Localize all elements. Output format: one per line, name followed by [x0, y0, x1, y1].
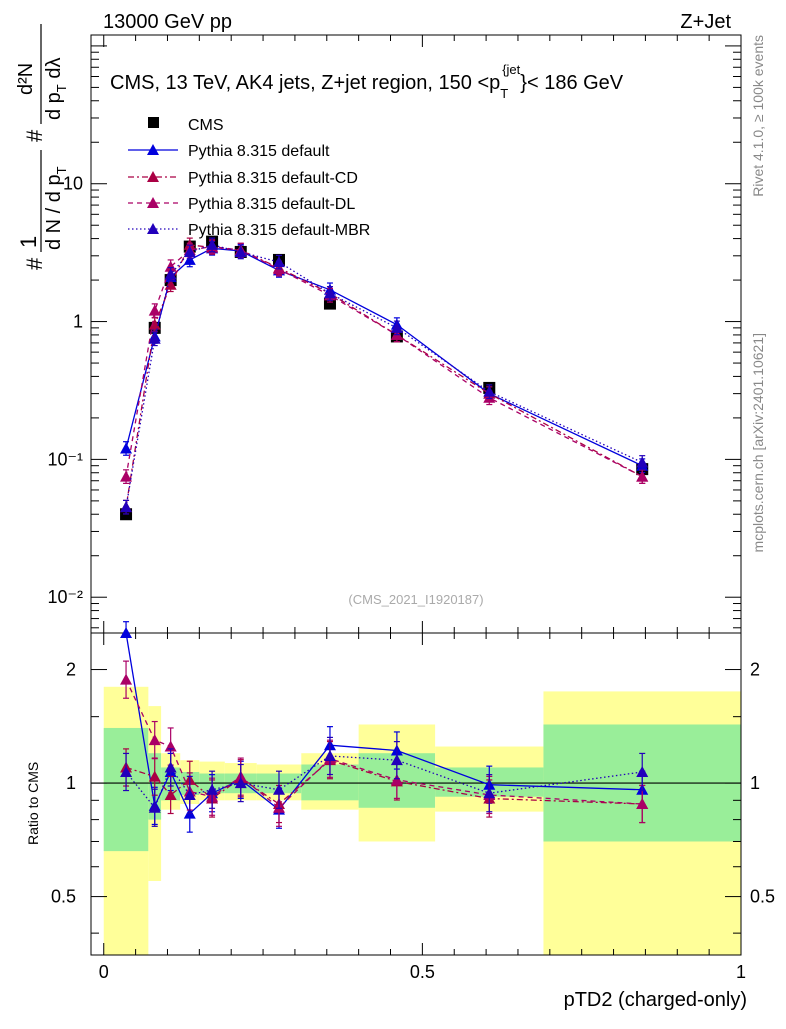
legend-marker-cms	[148, 117, 159, 128]
ratio-point-pythia-8-315-default	[120, 627, 133, 638]
main-point-pythia-8-315-default	[183, 253, 196, 265]
ratio-point-pythia-8-315-default-cd	[164, 788, 177, 800]
main-point-pythia-8-315-default-cd	[148, 318, 161, 330]
ylabel-denom: d N / d pT	[43, 166, 69, 250]
plot-title-sup: {jet	[502, 62, 520, 77]
ratio-point-pythia-8-315-default-mbr	[272, 783, 285, 795]
legend: CMS Pythia 8.315 default Pythia 8.315 de…	[128, 117, 370, 239]
legend-marker-cd	[147, 171, 159, 182]
ylabel-num2: d²N	[15, 63, 37, 95]
main-point-pythia-8-315-default-mbr	[206, 238, 219, 250]
ratio-y-tick-label-right: 2	[750, 660, 760, 680]
ratio-point-pythia-8-315-default-dl	[148, 734, 161, 746]
ratio-point-pythia-8-315-default-mbr	[234, 777, 247, 789]
header-left: 13000 GeV pp	[103, 11, 232, 33]
ratio-point-pythia-8-315-default-mbr	[120, 765, 133, 777]
main-point-pythia-8-315-default-dl	[636, 470, 649, 482]
ratio-point-pythia-8-315-default-mbr	[148, 801, 161, 813]
legend-label-mbr: Pythia 8.315 default-MBR	[188, 222, 370, 239]
main-point-pythia-8-315-default-mbr	[272, 256, 285, 268]
legend-label-cd: Pythia 8.315 default-CD	[188, 170, 358, 187]
ratio-y-tick-label: 2	[66, 660, 76, 680]
legend-marker-dl	[147, 197, 159, 208]
main-series-layer	[120, 235, 649, 521]
main-line-pythia-8-315-default	[125, 247, 643, 467]
main-point-pythia-8-315-default-mbr	[164, 268, 177, 280]
ratio-point-pythia-8-315-default-mbr	[206, 783, 219, 795]
plot-title-sub: T	[500, 86, 508, 101]
legend-label-dl: Pythia 8.315 default-DL	[188, 196, 355, 213]
legend-label-cms: CMS	[188, 117, 224, 134]
x-tick-label: 1	[736, 962, 746, 982]
legend-marker-default	[147, 144, 159, 155]
legend-label-default: Pythia 8.315 default	[188, 143, 330, 160]
main-ylabel: # 1 d N / d pT # d²N d pT dλ	[15, 24, 69, 270]
plot-title-p: p	[489, 72, 500, 94]
ylabel-hash2: #	[22, 129, 47, 142]
ratio-point-pythia-8-315-default-dl	[636, 798, 649, 810]
main-y-tick-label: 10	[63, 174, 83, 194]
ratio-point-pythia-8-315-default-mbr	[483, 787, 496, 799]
ylabel-hash1: #	[22, 257, 47, 270]
ratio-point-pythia-8-315-default-cd	[148, 770, 161, 782]
ylabel-den2: d pT dλ	[43, 58, 69, 120]
main-y-tick-label: 1	[73, 312, 83, 332]
main-point-pythia-8-315-default-mbr	[234, 245, 247, 257]
main-point-pythia-8-315-default-mbr	[390, 321, 403, 333]
ratio-point-pythia-8-315-default-mbr	[390, 754, 403, 766]
main-line-pythia-8-315-default-mbr	[125, 244, 643, 508]
ratio-ylabel: Ratio to CMS	[25, 762, 41, 845]
ratio-y-tick-label-right: 0.5	[750, 887, 775, 907]
analysis-watermark: (CMS_2021_I1920187)	[348, 592, 483, 607]
main-point-pythia-8-315-default	[120, 442, 133, 454]
ratio-y-tick-label: 1	[66, 773, 76, 793]
main-point-pythia-8-315-default-dl	[120, 470, 133, 482]
plot-title-main: CMS, 13 TeV, AK4 jets, Z+jet region, 150…	[110, 72, 489, 94]
rivet-label: Rivet 4.1.0, ≥ 100k events	[750, 35, 766, 197]
ratio-y-tick-label: 0.5	[51, 887, 76, 907]
main-y-tick-label: 10⁻²	[47, 587, 83, 607]
x-tick-label: 0.5	[410, 962, 435, 982]
main-point-pythia-8-315-default-mbr	[323, 287, 336, 299]
xlabel: pTD2 (charged-only)	[564, 989, 747, 1011]
ratio-frame	[90, 632, 742, 956]
ratio-point-pythia-8-315-default-mbr	[164, 761, 177, 773]
ratio-point-pythia-8-315-default-mbr	[636, 765, 649, 777]
main-line-pythia-8-315-default-cd	[125, 244, 643, 508]
main-y-tick-label: 10⁻¹	[47, 449, 83, 469]
x-tick-label: 0	[99, 962, 109, 982]
ratio-point-pythia-8-315-default-mbr	[183, 788, 196, 800]
plot-title: CMS, 13 TeV, AK4 jets, Z+jet region, 150…	[110, 62, 624, 101]
ratio-point-pythia-8-315-default-dl	[120, 673, 133, 685]
main-line-pythia-8-315-default-dl	[125, 245, 643, 478]
main-point-pythia-8-315-default-mbr	[120, 501, 133, 513]
main-point-pythia-8-315-default-mbr	[636, 456, 649, 468]
ratio-series-layer	[120, 621, 649, 833]
ratio-y-tick-label-right: 1	[750, 773, 760, 793]
axes: 0 0.5 1 10⁻² 10⁻¹ 1 10 0.5 0.5 1 1 2 2	[47, 35, 775, 982]
ratio-point-pythia-8-315-default-mbr	[323, 749, 336, 761]
ratio-uncertainty-bands	[103, 686, 741, 955]
main-point-pythia-8-315-default-mbr	[483, 385, 496, 397]
mcplots-label: mcplots.cern.ch [arXiv:2401.10621]	[750, 333, 766, 552]
ylabel-frac1-num: 1	[16, 236, 41, 248]
main-point-pythia-8-315-default-mbr	[148, 332, 161, 344]
main-point-pythia-8-315-default-dl	[164, 260, 177, 272]
main-point-pythia-8-315-default-mbr	[183, 245, 196, 257]
header-right: Z+Jet	[680, 11, 731, 33]
legend-marker-mbr	[147, 223, 159, 234]
main-point-pythia-8-315-default-dl	[148, 304, 161, 316]
plot-title-end: }< 186 GeV	[520, 72, 624, 94]
